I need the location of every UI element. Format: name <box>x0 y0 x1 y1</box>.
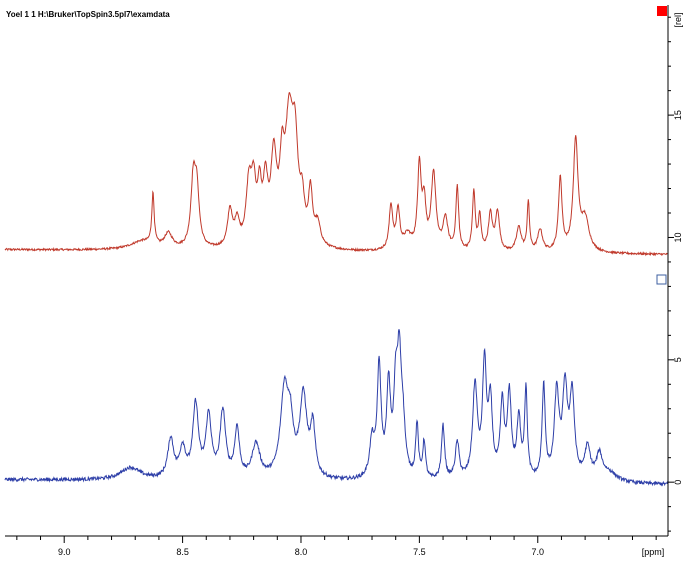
x-tick-label: 7.5 <box>413 547 426 557</box>
plot-area[interactable] <box>4 92 669 487</box>
red-marker-icon[interactable] <box>657 6 667 16</box>
x-tick-label: 8.0 <box>295 547 308 557</box>
y-tick-label: 0 <box>673 480 683 485</box>
axes: 9.0 8.5 8.0 7.5 7.0 [ppm] 0 5 10 15 [rel] <box>5 5 683 557</box>
window-header-path: Yoel 1 1 H:\Bruker\TopSpin3.5pl7\examdat… <box>6 10 170 19</box>
y-axis-label: [rel] <box>673 12 683 27</box>
x-tick-label: 8.5 <box>176 547 189 557</box>
x-tick-label: 7.0 <box>532 547 545 557</box>
x-axis-label: [ppm] <box>642 547 665 557</box>
spectrum-series-2 <box>4 329 669 487</box>
y-tick-label: 10 <box>673 232 683 242</box>
y-tick-label: 15 <box>673 110 683 120</box>
cursor-box-icon[interactable] <box>656 274 667 285</box>
spectrum-series-1 <box>4 92 668 257</box>
y-tick-label: 5 <box>673 357 683 362</box>
x-tick-label: 9.0 <box>58 547 71 557</box>
